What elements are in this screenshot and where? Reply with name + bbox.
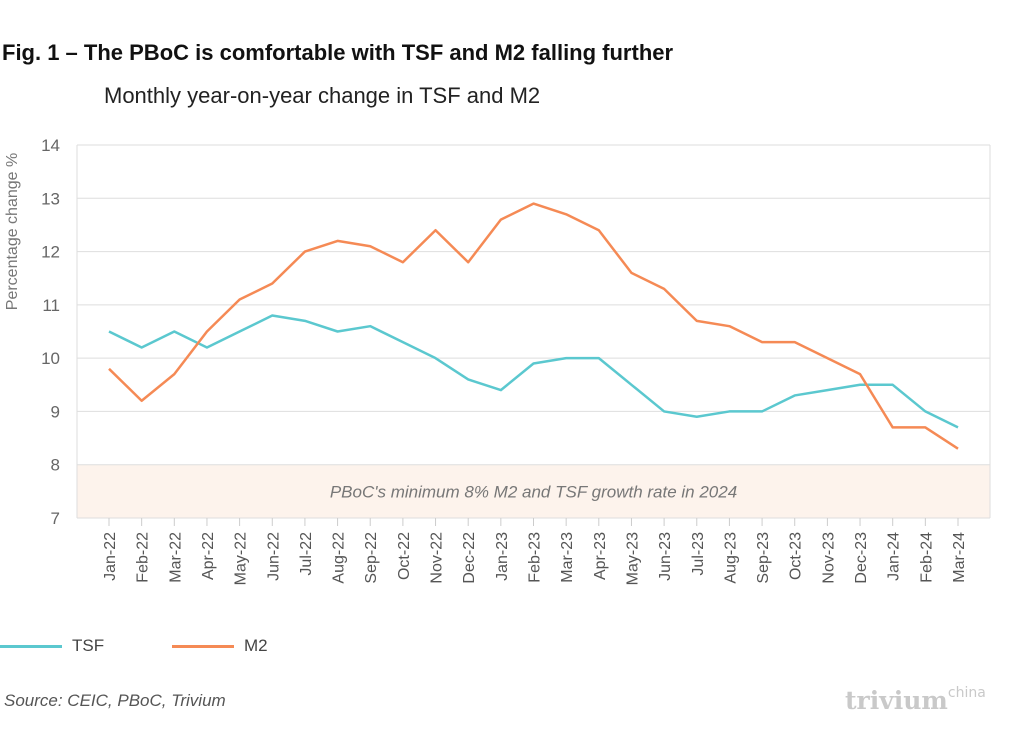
legend-label: M2 bbox=[244, 636, 268, 655]
x-tick-label: Sep-22 bbox=[363, 532, 380, 584]
x-tick-label: Sep-23 bbox=[755, 532, 772, 584]
logo-text: trivium bbox=[845, 686, 948, 715]
x-tick-label: Jan-23 bbox=[494, 532, 511, 581]
x-tick-label: Nov-23 bbox=[820, 532, 837, 584]
target-band bbox=[77, 464, 990, 518]
y-tick-label: 9 bbox=[51, 402, 60, 421]
x-tick-label: Jan-22 bbox=[102, 532, 119, 581]
y-axis-label: Percentage change % bbox=[4, 153, 21, 310]
source-note: Source: CEIC, PBoC, Trivium bbox=[4, 691, 226, 710]
x-tick-label: Feb-22 bbox=[135, 532, 152, 583]
x-tick-label: Dec-22 bbox=[461, 532, 478, 584]
x-tick-label: Jul-22 bbox=[298, 532, 315, 576]
x-tick-label: Aug-22 bbox=[331, 532, 348, 584]
legend-item-tsf: TSF bbox=[0, 636, 104, 656]
band-label: PBoC's minimum 8% M2 and TSF growth rate… bbox=[330, 482, 737, 501]
line-chart: 7 8 9 10 11 12 13 14 PBoC's minimum 8% M2 and TS… bbox=[4, 136, 991, 585]
legend-swatch bbox=[0, 644, 62, 648]
y-tick-label: 13 bbox=[41, 189, 60, 208]
chart-title: Fig. 1 – The PBoC is comfortable with TS… bbox=[2, 40, 674, 65]
y-tick-label: 11 bbox=[42, 296, 60, 315]
legend-swatch bbox=[172, 644, 234, 648]
x-tick-label: Mar-23 bbox=[559, 532, 576, 583]
chart-subtitle: Monthly year-on-year change in TSF and M… bbox=[104, 83, 541, 108]
x-tick-label: Mar-22 bbox=[167, 532, 184, 583]
x-tick-label: May-22 bbox=[233, 532, 250, 585]
y-tick-label: 7 bbox=[51, 509, 60, 528]
x-tick-label: Jun-22 bbox=[265, 532, 282, 581]
x-tick-label: May-23 bbox=[624, 532, 641, 585]
x-tick-label: Feb-24 bbox=[918, 532, 935, 583]
x-tick-label: Apr-22 bbox=[200, 532, 217, 580]
x-tick-label: Mar-24 bbox=[951, 532, 968, 583]
x-tick-label: Jan-24 bbox=[886, 532, 903, 581]
x-tick-label: Dec-23 bbox=[853, 532, 870, 584]
y-tick-label: 10 bbox=[41, 349, 60, 368]
legend-item-m2: M2 bbox=[172, 636, 268, 656]
y-tick-label: 12 bbox=[41, 243, 60, 262]
logo-sup: china bbox=[947, 685, 986, 701]
y-tick-label: 8 bbox=[51, 456, 60, 475]
x-tick-label: Oct-23 bbox=[788, 532, 805, 580]
x-tick-label: Aug-23 bbox=[722, 532, 739, 584]
x-tick-label: Jul-23 bbox=[690, 532, 707, 576]
series-line-m2 bbox=[108, 202, 959, 450]
x-tick-label: Nov-22 bbox=[429, 532, 446, 584]
legend-label: TSF bbox=[72, 636, 105, 655]
x-tick-label: Oct-22 bbox=[396, 532, 413, 580]
x-tick-label: Feb-23 bbox=[527, 532, 544, 583]
x-tick-label: Apr-23 bbox=[592, 532, 609, 580]
trivium-logo: triviumchina bbox=[845, 685, 986, 715]
y-tick-label: 14 bbox=[41, 136, 60, 155]
x-tick-label: Jun-23 bbox=[657, 532, 674, 581]
series-line-tsf bbox=[108, 314, 959, 429]
